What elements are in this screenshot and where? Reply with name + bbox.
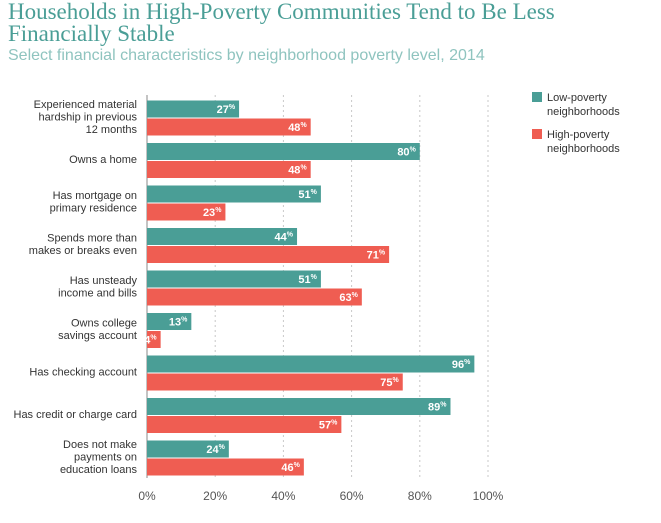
bar-low-poverty: [147, 355, 475, 373]
x-tick-label: 80%: [408, 489, 432, 503]
legend-label: neighborhoods: [547, 143, 620, 155]
bar-low-poverty: [147, 228, 298, 245]
chart-title: Households in High-Poverty Communities T…: [8, 0, 555, 46]
legend-label: High-poverty: [547, 129, 610, 141]
x-tick-label: 100%: [473, 489, 504, 503]
bar-low-poverty: [147, 398, 451, 415]
bar-high-poverty: [147, 373, 403, 391]
bar-high-poverty: [147, 246, 390, 263]
x-tick-label: 0%: [138, 489, 156, 503]
bar-low-poverty: [147, 270, 321, 288]
category-label: Has checking account: [29, 366, 137, 378]
category-label: Experienced material: [34, 99, 137, 111]
legend-label: neighborhoods: [547, 106, 620, 118]
bar-low-poverty: [147, 313, 192, 330]
bar-high-poverty: [147, 288, 362, 306]
bar-low-poverty: [147, 100, 240, 118]
chart-subtitle: Select financial characteristics by neig…: [8, 47, 485, 64]
legend-swatch: [532, 92, 542, 102]
category-label: payments on: [74, 451, 137, 463]
category-label: primary residence: [50, 203, 137, 215]
legend-swatch: [532, 129, 542, 139]
bar-low-poverty: [147, 143, 420, 160]
bar-high-poverty: [147, 458, 304, 476]
bar-high-poverty: [147, 203, 226, 221]
bar-low-poverty: [147, 440, 229, 458]
x-tick-label: 60%: [340, 489, 364, 503]
bar-high-poverty: [147, 118, 311, 136]
category-label: Owns a home: [69, 154, 137, 166]
category-label: income and bills: [58, 288, 137, 300]
category-label: Has mortgage on: [53, 190, 137, 202]
x-tick-label: 20%: [203, 489, 227, 503]
x-tick-label: 40%: [271, 489, 295, 503]
category-label: makes or breaks even: [29, 245, 137, 257]
category-label: Has credit or charge card: [14, 409, 138, 421]
bar-high-poverty: [147, 161, 311, 178]
bar-high-poverty: [147, 331, 161, 348]
legend-label: Low-poverty: [547, 92, 607, 104]
category-label: education loans: [60, 464, 138, 476]
category-label: hardship in previous: [39, 111, 138, 123]
category-label: Owns college: [71, 318, 137, 330]
bar-low-poverty: [147, 185, 321, 203]
bar-high-poverty: [147, 416, 342, 433]
category-label: Spends more than: [47, 233, 137, 245]
category-label: 12 months: [86, 124, 138, 136]
category-label: savings account: [58, 330, 137, 342]
category-label: Does not make: [63, 439, 137, 451]
category-label: Has unsteady: [70, 275, 138, 287]
